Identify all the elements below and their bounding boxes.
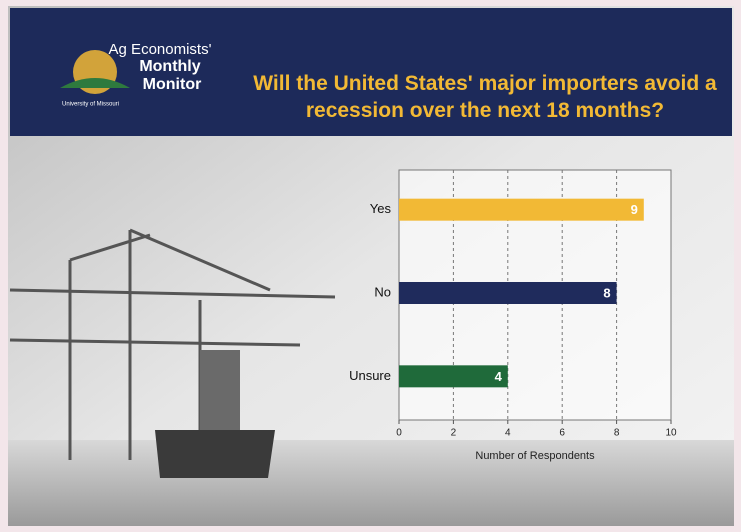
logo-affiliation: University of Missouri <box>62 102 119 108</box>
y-tick-label: Unsure <box>349 368 391 383</box>
header-band <box>10 8 732 136</box>
logo-field <box>60 78 130 88</box>
plot: 0 2 4 6 8 10 Number of Respondents Yes 9 No 8 Unsur… <box>349 170 677 462</box>
x-axis-label: Number of Respondents <box>475 450 595 462</box>
x-tick-label: 0 <box>396 428 402 439</box>
x-tick-label: 2 <box>451 428 457 439</box>
bar <box>399 282 617 304</box>
logo-line: Ag Economists' <box>109 41 212 58</box>
value-label: 9 <box>631 202 638 217</box>
ship-tower <box>200 350 240 430</box>
logo-line: Monthly <box>139 58 200 75</box>
water <box>8 440 734 526</box>
ship <box>155 430 275 478</box>
x-tick-label: 4 <box>505 428 511 439</box>
bar <box>399 198 644 221</box>
bar <box>399 365 508 388</box>
chart-title: Will the United States' major importers … <box>253 72 717 122</box>
value-label: 4 <box>495 369 503 384</box>
y-tick-label: No <box>374 284 391 299</box>
logo-line: Monitor <box>143 76 202 93</box>
x-tick-label: 10 <box>665 428 677 439</box>
x-tick-label: 6 <box>559 428 565 439</box>
value-label: 8 <box>603 285 610 300</box>
logo: Ag Economists' Monthly Monitor Universit… <box>60 41 212 108</box>
x-tick-label: 8 <box>614 428 620 439</box>
y-tick-label: Yes <box>370 201 392 216</box>
title-box: Will the United States' major importers … <box>253 72 717 122</box>
